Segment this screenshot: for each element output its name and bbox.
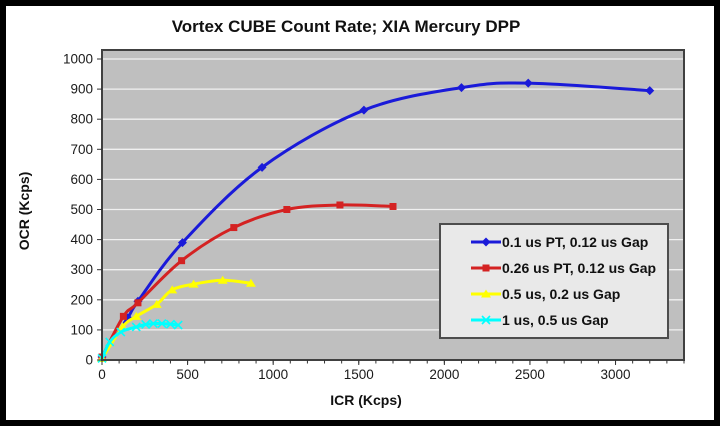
series-marker-1 — [257, 162, 267, 172]
legend-label: 0.1 us PT, 0.12 us Gap — [502, 234, 649, 250]
legend-item-4: 1 us, 0.5 us Gap — [471, 312, 663, 328]
y-tick-label: 800 — [70, 112, 93, 127]
x-tick-label: 1500 — [344, 367, 374, 382]
y-axis-title: OCR (Kcps) — [16, 171, 32, 251]
series-marker-4 — [131, 322, 141, 332]
legend-sample-square-icon — [471, 264, 501, 272]
x-tick-label: 500 — [176, 367, 199, 382]
y-tick-label: 0 — [85, 353, 93, 368]
series-line-1 — [100, 81, 652, 359]
x-axis-title: ICR (Kcps) — [330, 392, 402, 408]
series-marker-2 — [230, 224, 238, 232]
series-marker-3 — [217, 275, 228, 284]
legend-label: 1 us, 0.5 us Gap — [502, 312, 609, 328]
series-marker-2 — [389, 202, 397, 210]
legend-label: 0.26 us PT, 0.12 us Gap — [502, 260, 657, 276]
legend: 0.1 us PT, 0.12 us Gap 0.26 us PT, 0.12 u… — [439, 223, 669, 339]
y-tick-label: 300 — [70, 262, 93, 277]
y-tick-label: 100 — [70, 322, 93, 337]
series-marker-2 — [336, 201, 344, 209]
series-marker-4 — [105, 337, 115, 347]
legend-marker-icon — [481, 315, 491, 325]
y-tick-label: 900 — [70, 82, 93, 97]
series-marker-3 — [151, 299, 162, 308]
legend-marker-icon — [481, 289, 491, 298]
series-marker-1 — [645, 86, 655, 96]
series-marker-3 — [167, 285, 178, 294]
legend-sample-triangle-icon — [471, 289, 501, 298]
x-tick-label: 2000 — [429, 367, 459, 382]
series-marker-4 — [116, 327, 126, 337]
series-marker-2 — [283, 206, 291, 213]
series-marker-1 — [359, 105, 369, 115]
legend-item-2: 0.26 us PT, 0.12 us Gap — [471, 260, 663, 276]
series-marker-1 — [456, 83, 466, 93]
legend-item-3: 0.5 us, 0.2 us Gap — [471, 286, 663, 302]
y-tick-label: 1000 — [63, 52, 93, 67]
series-marker-1 — [523, 78, 533, 88]
x-tick-label: 3000 — [601, 367, 631, 382]
series-marker-4 — [157, 319, 167, 329]
series-marker-3 — [131, 311, 142, 320]
legend-marker-icon — [481, 237, 491, 247]
y-tick-label: 400 — [70, 232, 93, 247]
series-marker-4 — [173, 320, 183, 330]
series-marker-3 — [188, 279, 199, 288]
x-tick-label: 0 — [98, 367, 106, 382]
plot-area: 0 100 200 300 400 500 600 700 800 900 1000 0 500 1000… — [63, 49, 685, 382]
series-marker-3 — [245, 278, 256, 287]
x-tick-label: 2500 — [515, 367, 545, 382]
series-marker-4 — [148, 319, 158, 329]
y-tick-label: 600 — [70, 172, 93, 187]
legend-marker-icon — [482, 264, 490, 272]
y-tick-label: 500 — [70, 202, 93, 217]
series-marker-2 — [178, 257, 186, 265]
series-marker-4 — [141, 319, 151, 330]
legend-item-1: 0.1 us PT, 0.12 us Gap — [471, 234, 663, 250]
series-marker-1 — [177, 238, 187, 248]
legend-sample-x-icon — [471, 315, 501, 325]
series-marker-2 — [134, 299, 142, 307]
chart-title: Vortex CUBE Count Rate; XIA Mercury DPP — [171, 17, 521, 36]
legend-sample-diamond-icon — [471, 237, 501, 247]
y-tick-label: 700 — [70, 142, 93, 157]
x-tick-label: 1000 — [258, 367, 288, 382]
series-marker-2 — [119, 312, 127, 320]
series-marker-4 — [165, 319, 176, 329]
y-tick-label: 200 — [70, 292, 93, 307]
legend-label: 0.5 us, 0.2 us Gap — [502, 286, 621, 302]
